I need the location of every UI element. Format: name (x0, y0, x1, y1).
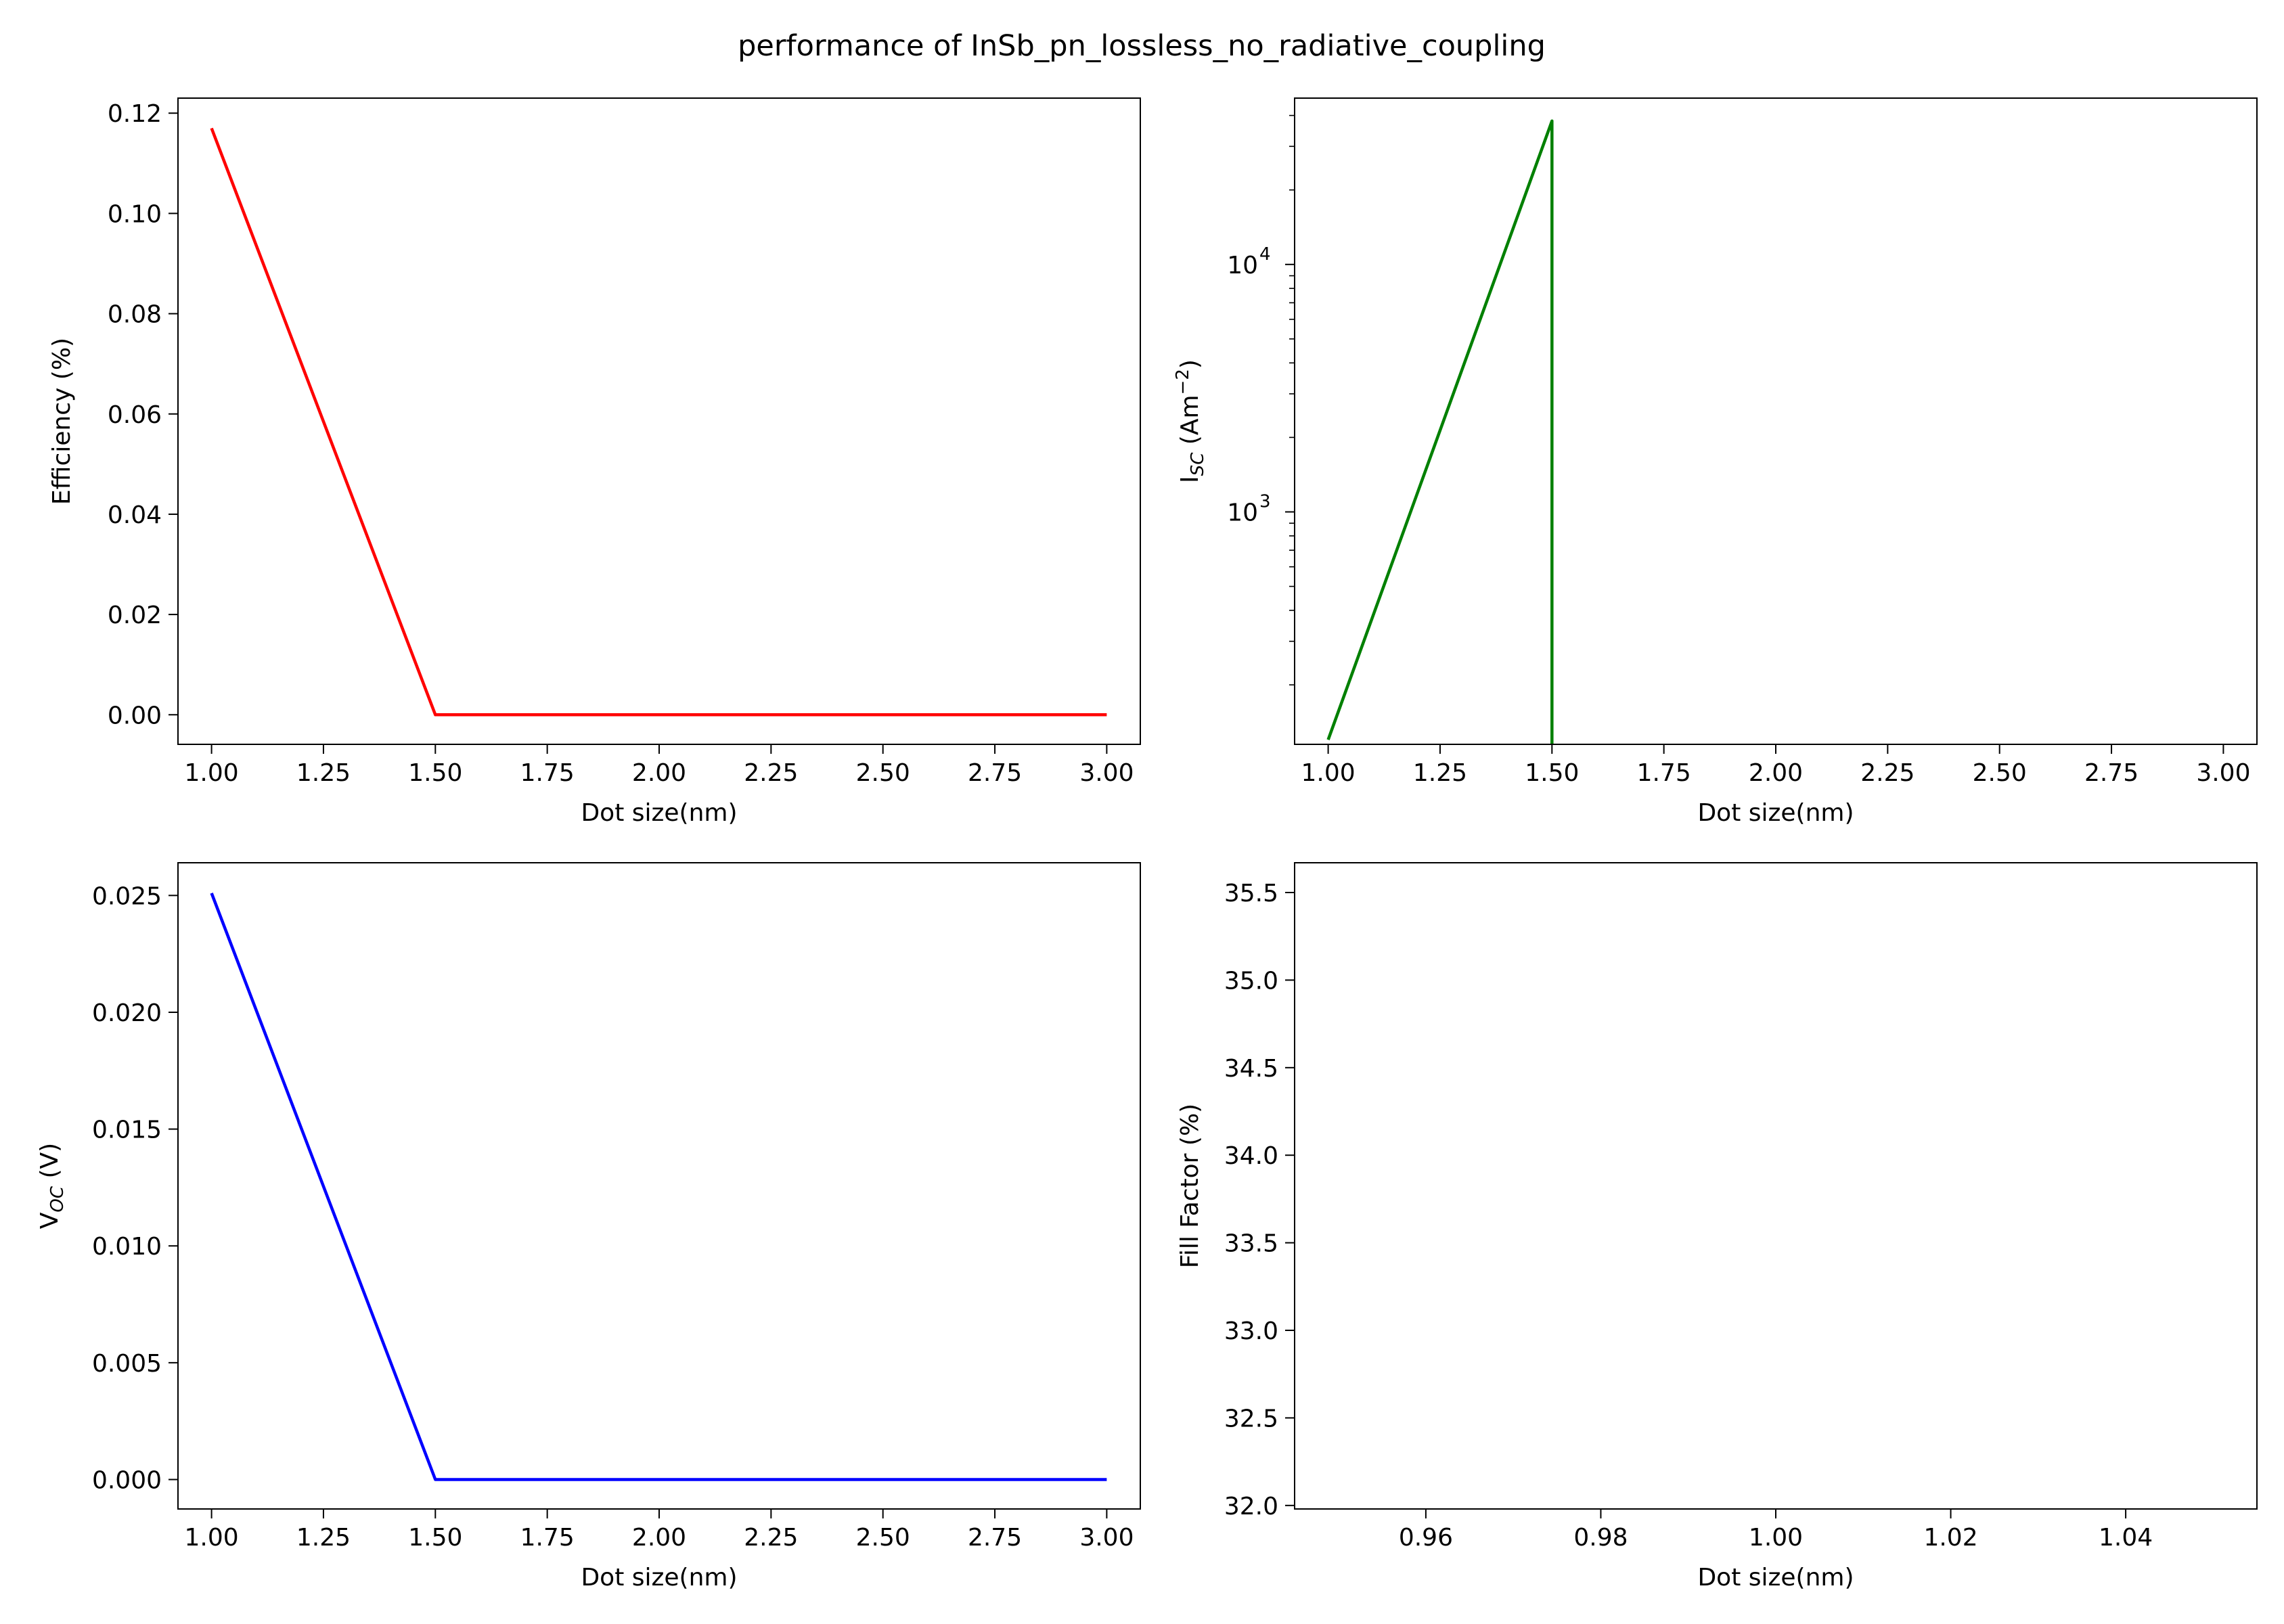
bottom-right-plot: 0.96 0.98 1.00 1.02 1.04 Dot size(nm) 32.0 32.5… (1176, 862, 2258, 1592)
top-right-x-tick-label: 2.25 (1860, 759, 1914, 787)
bottom-right-x-axis-label: Dot size(nm) (1697, 1564, 1854, 1592)
bottom-right-x-tick-label: 0.98 (1573, 1524, 1628, 1552)
bottom-left-x-tick-label: 2.50 (856, 1524, 910, 1552)
top-right-x-tick-label: 2.50 (1973, 759, 2027, 787)
top-right-x-tick-label: 2.75 (2084, 759, 2139, 787)
top-right-x-tick-label: 1.75 (1637, 759, 1691, 787)
top-right-x-axis-label: Dot size(nm) (1697, 799, 1854, 827)
top-left-x-tick-label: 1.25 (296, 759, 351, 787)
top-left-y-tick-label: 0.00 (108, 702, 162, 729)
bottom-left-x-tick-label: 1.00 (185, 1524, 239, 1552)
bottom-right-y-tick-label: 35.0 (1224, 967, 1278, 995)
top-right-x-tick-label: 3.00 (2196, 759, 2250, 787)
top-left-y-tick-label: 0.04 (108, 501, 162, 529)
top-right-y-tick-exponent: 4 (1259, 244, 1271, 265)
top-right-series-line-0 (1326, 119, 1554, 744)
bottom-right-y-tick-label: 33.5 (1224, 1230, 1278, 1258)
top-right-plot: 1.00 1.25 1.50 1.75 2.00 2.25 2.50 2.75 3.00 Dot … (1173, 97, 2258, 827)
top-left-plot: 1.00 1.25 1.50 1.75 2.00 2.25 2.50 2.75 3.00 Dot … (48, 97, 1141, 827)
bottom-left-x-tick-label: 1.50 (408, 1524, 462, 1552)
top-right-x-tick-label: 1.50 (1525, 759, 1579, 787)
bottom-left-series-line-0 (210, 893, 1107, 1481)
top-left-y-tick-label: 0.06 (108, 401, 162, 429)
bottom-right-y-tick-label: 32.0 (1224, 1493, 1278, 1520)
top-left-y-tick-label: 0.10 (108, 200, 162, 228)
top-left-x-axis-label: Dot size(nm) (581, 799, 737, 827)
top-left-x-tick-label: 2.25 (744, 759, 798, 787)
bottom-left-y-tick-label: 0.005 (92, 1350, 162, 1378)
bottom-left-x-tick-label: 2.75 (968, 1524, 1022, 1552)
top-left-x-tick-label: 2.75 (968, 759, 1022, 787)
bottom-right-x-tick-label: 1.00 (1749, 1524, 1803, 1552)
bottom-left-x-tick-label: 1.75 (520, 1524, 575, 1552)
top-left-series-line-0 (210, 127, 1107, 717)
bottom-left-x-tick-label: 1.25 (296, 1524, 351, 1552)
bottom-left-y-tick-label: 0.020 (92, 999, 162, 1027)
top-left-x-tick-label: 1.50 (408, 759, 462, 787)
bottom-left-y-tick-label: 0.010 (92, 1233, 162, 1261)
bottom-right-x-tick-label: 0.96 (1399, 1524, 1453, 1552)
top-right-y-axis-label: ISC (Am−2) (1173, 359, 1208, 483)
bottom-left-x-tick-label: 3.00 (1079, 1524, 1134, 1552)
bottom-left-x-axis-label: Dot size(nm) (581, 1564, 737, 1592)
bottom-right-y-tick-label: 33.0 (1224, 1317, 1278, 1345)
top-left-y-axis-label: Efficiency (%) (48, 338, 76, 505)
top-right-y-tick-exponent: 3 (1259, 491, 1271, 512)
bottom-right-y-tick-label: 35.5 (1224, 880, 1278, 907)
top-right-x-tick-label: 1.00 (1301, 759, 1356, 787)
bottom-left-x-tick-label: 2.00 (632, 1524, 686, 1552)
top-left-x-tick-label: 1.00 (185, 759, 239, 787)
top-left-x-tick-label: 2.00 (632, 759, 686, 787)
bottom-left-y-tick-label: 0.000 (92, 1466, 162, 1494)
bottom-left-y-tick-label: 0.025 (92, 882, 162, 910)
bottom-right-x-tick-label: 1.04 (2099, 1524, 2153, 1552)
figure-title: performance of InSb_pn_lossless_no_radia… (738, 29, 1546, 63)
bottom-left-y-axis-label: VOC (V) (36, 1143, 68, 1229)
top-left-y-tick-label: 0.02 (108, 602, 162, 629)
top-right-x-tick-label: 1.25 (1413, 759, 1467, 787)
bottom-left-x-tick-label: 2.25 (744, 1524, 798, 1552)
bottom-right-y-tick-label: 32.5 (1224, 1405, 1278, 1433)
top-right-y-tick-label: 10 (1227, 252, 1258, 279)
top-left-x-tick-label: 3.00 (1079, 759, 1134, 787)
bottom-left-plot: 1.00 1.25 1.50 1.75 2.00 2.25 2.50 2.75 3.00 Dot … (36, 862, 1141, 1592)
bottom-left-y-tick-label: 0.015 (92, 1116, 162, 1144)
bottom-right-x-tick-label: 1.02 (1923, 1524, 1977, 1552)
top-right-x-tick-label: 2.00 (1749, 759, 1803, 787)
top-left-x-tick-label: 1.75 (520, 759, 575, 787)
top-left-y-tick-label: 0.12 (108, 100, 162, 128)
top-left-y-tick-label: 0.08 (108, 301, 162, 329)
bottom-right-y-tick-label: 34.0 (1224, 1142, 1278, 1170)
bottom-right-y-axis-label: Fill Factor (%) (1176, 1104, 1204, 1268)
top-left-x-tick-label: 2.50 (856, 759, 910, 787)
top-right-y-tick-label: 10 (1227, 499, 1258, 526)
bottom-right-y-tick-label: 34.5 (1224, 1055, 1278, 1083)
